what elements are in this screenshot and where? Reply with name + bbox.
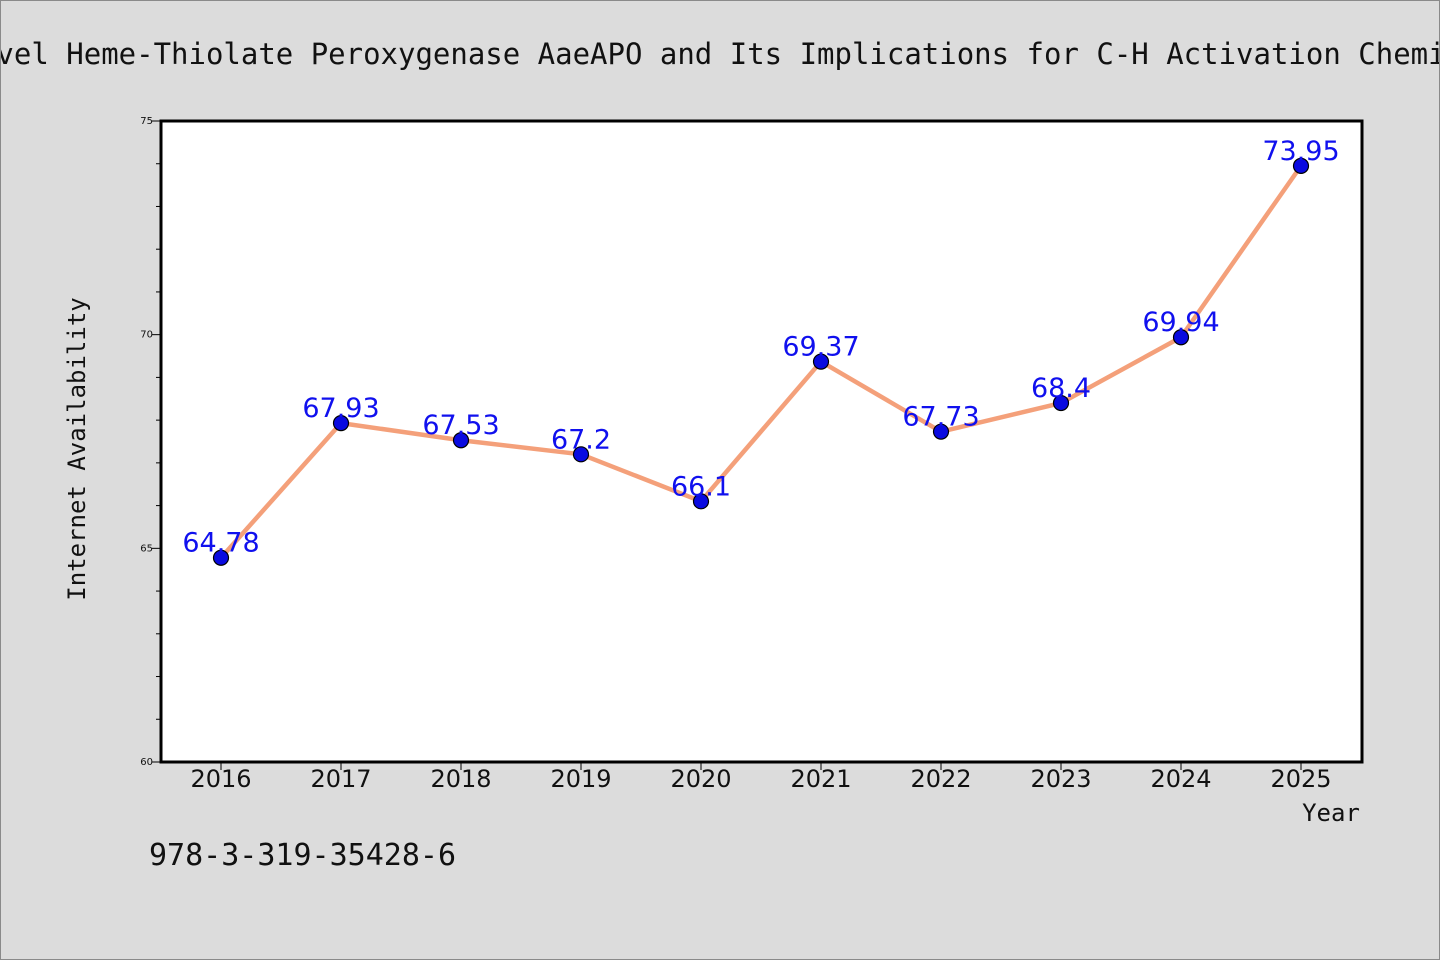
x-tick-label: 2017 bbox=[310, 765, 371, 793]
data-point bbox=[812, 353, 830, 370]
data-label: 73.95 bbox=[1262, 136, 1339, 167]
x-tick-label: 2022 bbox=[910, 765, 971, 793]
data-point bbox=[1292, 157, 1310, 174]
data-point bbox=[1172, 329, 1190, 346]
data-point bbox=[332, 415, 350, 432]
y-tick-label: 75 bbox=[140, 116, 153, 127]
x-tick-label: 2018 bbox=[430, 765, 491, 793]
data-point bbox=[932, 423, 950, 440]
plot-border bbox=[159, 119, 1364, 764]
x-tick-label: 2016 bbox=[190, 765, 251, 793]
data-markers bbox=[212, 157, 1310, 566]
plot-area bbox=[161, 121, 1362, 762]
data-label: 67.93 bbox=[302, 393, 379, 424]
data-label: 69.37 bbox=[782, 332, 859, 363]
y-tick-label: 70 bbox=[140, 330, 153, 341]
y-tick-label: 60 bbox=[140, 757, 153, 768]
data-label: 67.73 bbox=[902, 402, 979, 433]
x-tick-label: 2021 bbox=[790, 765, 851, 793]
data-label: 67.2 bbox=[551, 424, 611, 455]
chart-title: A Novel Heme-Thiolate Peroxygenase AaeAP… bbox=[1, 37, 1440, 71]
data-label: 66.1 bbox=[671, 471, 731, 502]
data-point bbox=[212, 549, 230, 566]
x-tick-label: 2025 bbox=[1270, 765, 1331, 793]
data-labels: 64.78 67.93 67.53 67.2 66.1 69.37 67.73 68.4 69.… bbox=[182, 136, 1339, 559]
data-label: 68.4 bbox=[1031, 373, 1091, 404]
x-tick-label: 2020 bbox=[670, 765, 731, 793]
x-tick-label: 2024 bbox=[1150, 765, 1211, 793]
data-label: 67.53 bbox=[422, 410, 499, 441]
y-axis-label: Internet Availability bbox=[63, 297, 91, 600]
x-tick-label: 2019 bbox=[550, 765, 611, 793]
data-label: 69.94 bbox=[1142, 307, 1219, 338]
data-point bbox=[572, 446, 590, 463]
x-axis-label: Year bbox=[1302, 799, 1360, 827]
isbn-footer: 978-3-319-35428-6 bbox=[149, 838, 456, 873]
data-point bbox=[1052, 394, 1070, 412]
y-tick-label: 65 bbox=[140, 543, 153, 554]
series-line bbox=[219, 164, 1303, 560]
data-point bbox=[452, 432, 470, 449]
x-tick-label: 2023 bbox=[1030, 765, 1091, 793]
y-axis: 60 65 70 75 bbox=[140, 116, 161, 768]
x-axis: 2016 2017 2018 2019 2020 2021 2022 2023 2024 2025 bbox=[190, 762, 1332, 793]
data-point bbox=[692, 493, 710, 510]
data-label: 64.78 bbox=[182, 528, 259, 559]
